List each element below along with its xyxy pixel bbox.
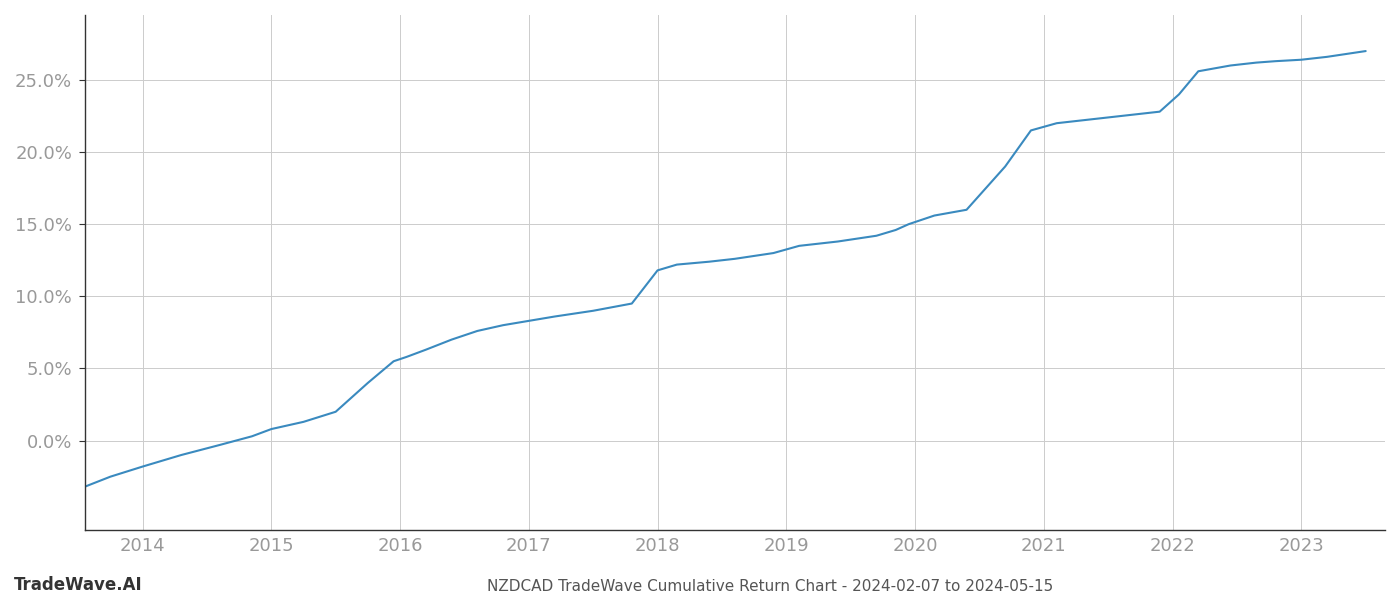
Text: NZDCAD TradeWave Cumulative Return Chart - 2024-02-07 to 2024-05-15: NZDCAD TradeWave Cumulative Return Chart… xyxy=(487,579,1053,594)
Text: TradeWave.AI: TradeWave.AI xyxy=(14,576,143,594)
